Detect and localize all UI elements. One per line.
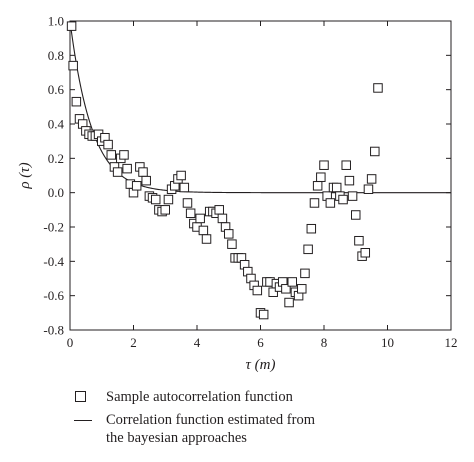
x-tick-label: 6: [257, 335, 264, 350]
data-point: [217, 213, 228, 224]
y-tick-label: 0.6: [48, 82, 65, 97]
data-point: [182, 198, 193, 208]
data-point: [119, 150, 129, 160]
data-point: [122, 163, 132, 174]
line-marker-icon: [74, 420, 92, 421]
legend-label-sample: Sample autocorrelation function: [106, 389, 293, 405]
plot-frame: [69, 20, 452, 331]
square-marker-icon: [75, 391, 86, 402]
data-point: [150, 194, 161, 205]
data-point: [341, 160, 351, 170]
data-point: [309, 198, 320, 208]
data-point: [68, 60, 78, 71]
x-tick-label: 2: [130, 335, 137, 350]
legend-label-bayesian-line1: Correlation function estimated from: [106, 412, 315, 428]
x-tick-label: 12: [445, 335, 458, 350]
data-point: [160, 205, 170, 215]
data-point: [185, 208, 196, 219]
data-point: [138, 167, 148, 177]
y-tick-label: 0.8: [48, 48, 64, 63]
y-tick-label: -0.8: [43, 323, 64, 338]
x-tick-label: 4: [194, 335, 201, 350]
legend-item-sample: Sample autocorrelation function: [74, 388, 464, 406]
data-point: [227, 239, 237, 249]
data-point: [347, 191, 358, 201]
data-point: [106, 150, 117, 160]
data-point: [344, 175, 355, 186]
data-point: [354, 235, 364, 246]
data-point: [252, 285, 263, 296]
data-point: [373, 83, 383, 93]
y-tick-label: 1.0: [48, 14, 64, 29]
data-point: [300, 268, 310, 279]
data-point: [319, 160, 329, 170]
data-point: [103, 139, 113, 150]
x-tick-label: 0: [67, 335, 74, 350]
y-tick-label: -0.6: [43, 288, 64, 303]
data-point: [176, 170, 186, 181]
data-point: [331, 182, 342, 193]
data-point: [325, 198, 336, 208]
y-tick-label: 0.2: [48, 151, 64, 166]
data-point: [131, 181, 142, 191]
legend: Sample autocorrelation function Correlat…: [74, 388, 464, 447]
data-point: [363, 184, 374, 194]
data-point: [198, 225, 209, 236]
data-point: [297, 284, 307, 294]
data-point: [71, 96, 82, 107]
x-axis-label: τ (m): [246, 357, 276, 373]
data-point: [214, 205, 224, 215]
chart: 0 2 4 6 8 10 12 1.0 0.8 0.6 0.4 0.2 0.0 -0.2 -0.4 -0.6 -…: [17, 14, 458, 374]
y-tick-label: 0.4: [48, 117, 65, 132]
data-point: [141, 175, 151, 186]
data-point: [287, 277, 297, 287]
plot-area: 0 2 4 6 8 10 12 1.0 0.8 0.6 0.4 0.2 0.0 -0.2 -0.4 -0.6 -…: [17, 14, 458, 374]
legend-label-bayesian-line2: the bayesian approaches: [106, 430, 247, 446]
data-point: [360, 248, 371, 258]
data-point: [281, 284, 291, 294]
data-point: [351, 210, 361, 220]
data-point: [312, 181, 323, 191]
data-point: [366, 174, 377, 184]
y-tick-label: 0.0: [48, 185, 64, 200]
data-point: [112, 167, 123, 177]
legend-item-bayesian: Correlation function estimated from the …: [74, 411, 464, 447]
data-point: [306, 223, 317, 234]
y-tick-label: -0.2: [43, 220, 64, 235]
data-point: [370, 146, 380, 157]
data-point: [258, 309, 269, 320]
data-point: [284, 297, 294, 308]
data-point: [163, 194, 174, 205]
data-point: [179, 182, 190, 193]
data-point: [338, 194, 348, 205]
data-point: [195, 213, 205, 224]
y-tick-label: -0.4: [43, 254, 64, 269]
data-point: [66, 21, 77, 31]
data-point: [201, 234, 212, 244]
data-point: [316, 172, 326, 182]
x-tick-label: 10: [381, 335, 394, 350]
y-axis-label: ρ (τ): [17, 162, 33, 189]
data-point: [303, 244, 313, 255]
x-tick-label: 8: [321, 335, 328, 350]
data-point: [224, 229, 234, 239]
